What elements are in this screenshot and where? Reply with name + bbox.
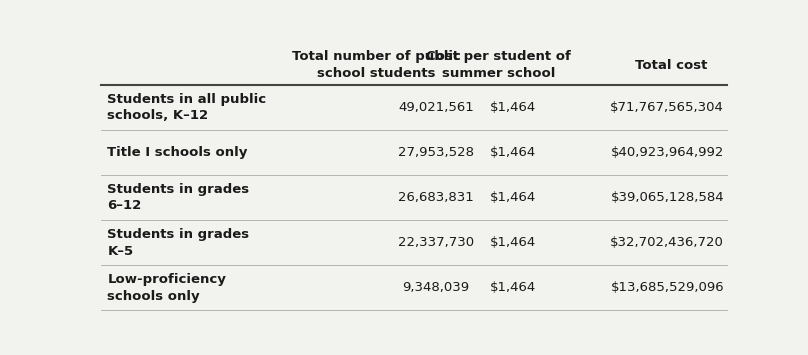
Text: $13,685,529,096: $13,685,529,096 <box>611 282 724 294</box>
Text: Cost per student of
summer school: Cost per student of summer school <box>426 50 571 80</box>
Text: Students in grades
6–12: Students in grades 6–12 <box>107 183 250 213</box>
Text: 9,348,039: 9,348,039 <box>402 282 469 294</box>
Text: $1,464: $1,464 <box>490 236 537 249</box>
Text: 22,337,730: 22,337,730 <box>398 236 474 249</box>
Text: 49,021,561: 49,021,561 <box>398 101 473 114</box>
Text: 27,953,528: 27,953,528 <box>398 146 474 159</box>
Text: $1,464: $1,464 <box>490 146 537 159</box>
Text: Students in all public
schools, K–12: Students in all public schools, K–12 <box>107 93 267 122</box>
Text: $39,065,128,584: $39,065,128,584 <box>611 191 724 204</box>
Text: Students in grades
K–5: Students in grades K–5 <box>107 228 250 258</box>
Text: 26,683,831: 26,683,831 <box>398 191 473 204</box>
Text: $1,464: $1,464 <box>490 282 537 294</box>
Text: Low-proficiency
schools only: Low-proficiency schools only <box>107 273 226 303</box>
Text: $1,464: $1,464 <box>490 191 537 204</box>
Text: $71,767,565,304: $71,767,565,304 <box>610 101 724 114</box>
Text: $40,923,964,992: $40,923,964,992 <box>611 146 724 159</box>
Text: Total number of public
school students: Total number of public school students <box>292 50 461 80</box>
Text: $32,702,436,720: $32,702,436,720 <box>610 236 724 249</box>
Text: $1,464: $1,464 <box>490 101 537 114</box>
Text: Title I schools only: Title I schools only <box>107 146 247 159</box>
Text: Total cost: Total cost <box>634 59 707 72</box>
